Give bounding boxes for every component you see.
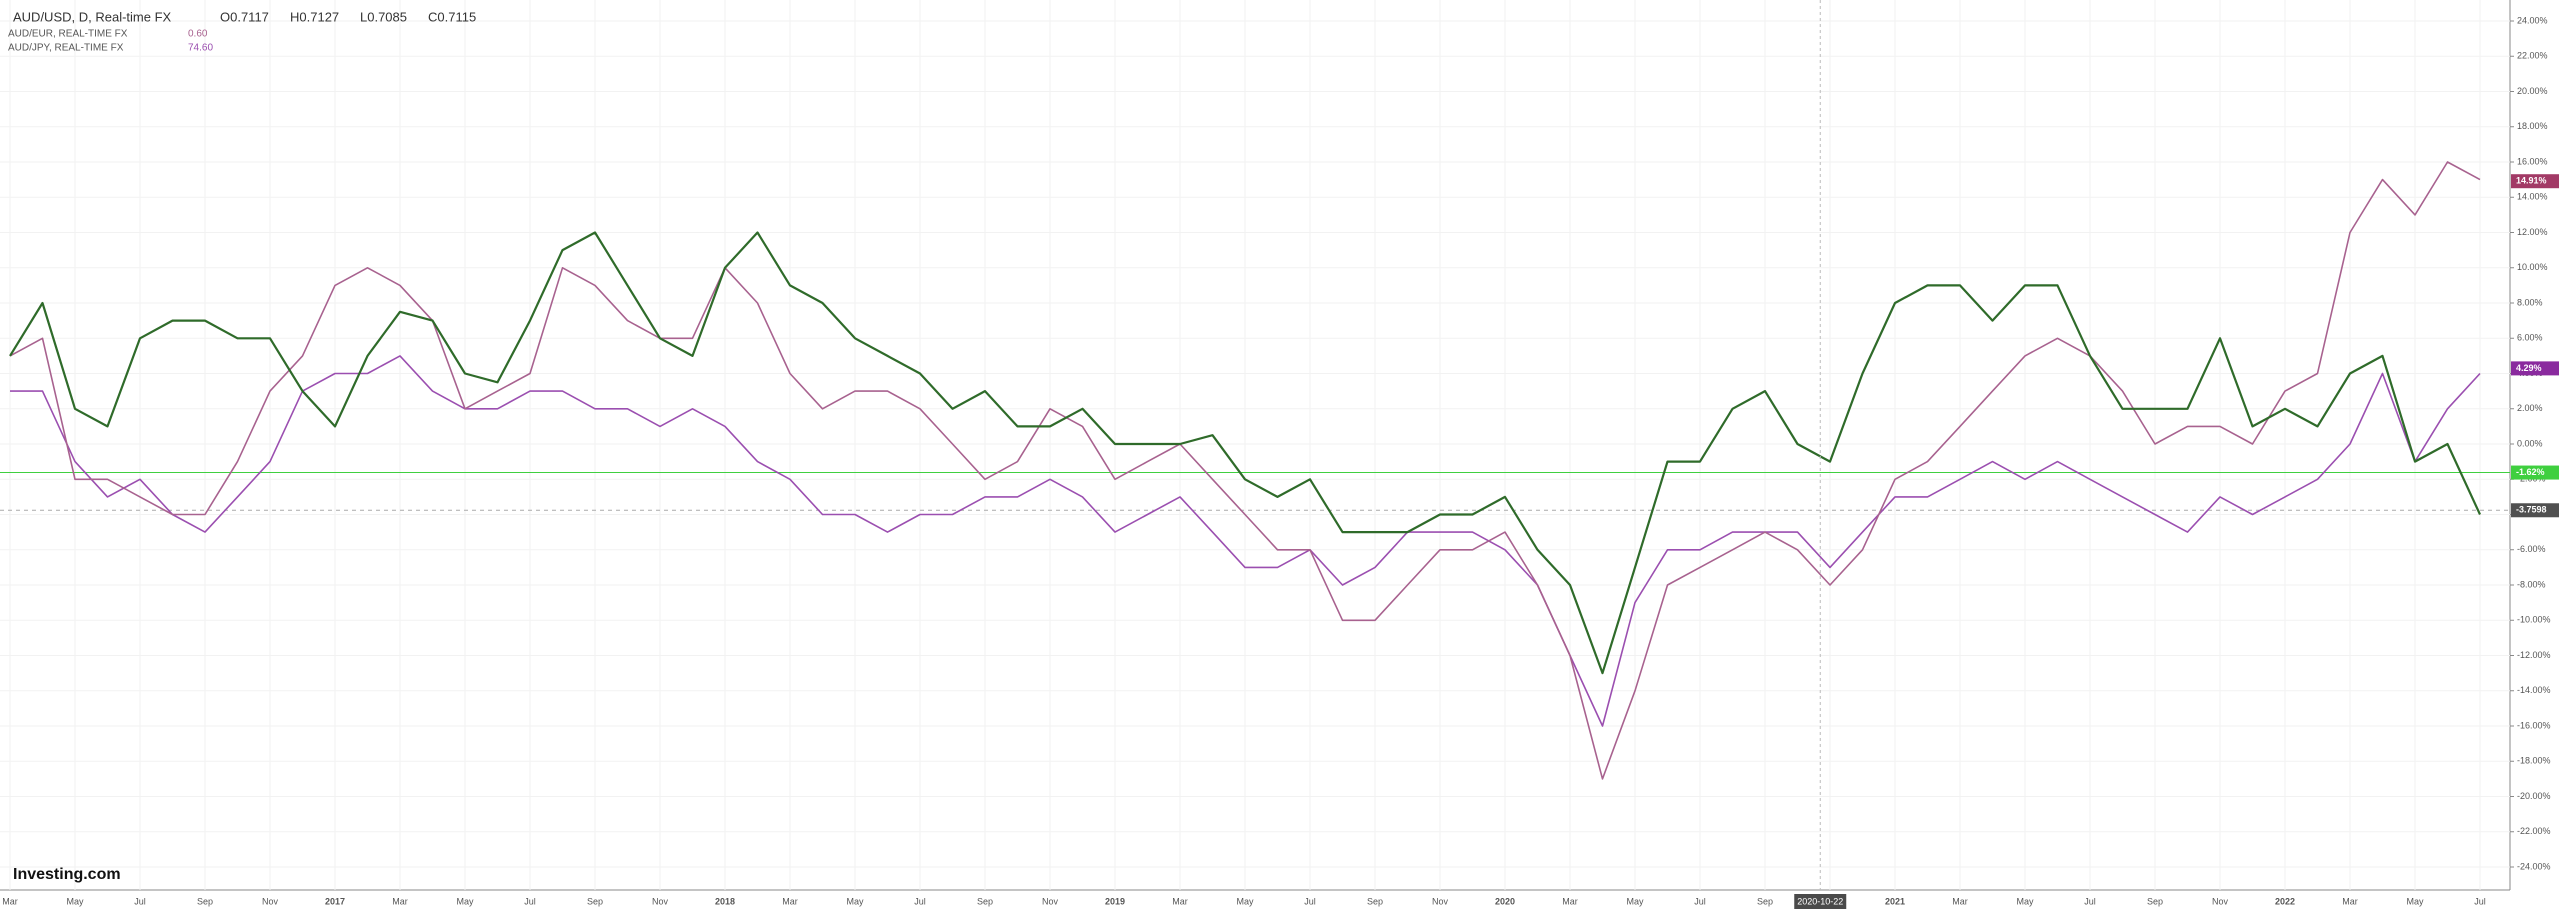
x-tick-label: Jul bbox=[914, 896, 926, 906]
x-tick-label: Jul bbox=[2084, 896, 2096, 906]
ohlc-close: C0.7115 bbox=[428, 9, 476, 24]
x-tick-label: Sep bbox=[197, 896, 213, 906]
x-tick-label: Mar bbox=[782, 896, 798, 906]
crosshair-label: 2020-10-22 bbox=[1797, 896, 1843, 906]
ohlc-open: O0.7117 bbox=[220, 9, 269, 24]
x-tick-label: Jul bbox=[1304, 896, 1316, 906]
x-tick-label: 2022 bbox=[2275, 896, 2295, 906]
x-tick-label: Nov bbox=[262, 896, 279, 906]
logo: Investing.com bbox=[13, 866, 121, 883]
x-tick-label: Nov bbox=[1432, 896, 1449, 906]
x-tick-label: 2019 bbox=[1105, 896, 1125, 906]
x-tick-label: Nov bbox=[652, 896, 669, 906]
y-tick-label: 16.00% bbox=[2517, 156, 2548, 166]
series-line bbox=[9, 161, 2481, 780]
x-tick-label: Sep bbox=[1367, 896, 1383, 906]
series-line bbox=[10, 355, 2481, 727]
y-tick-label: 6.00% bbox=[2517, 333, 2543, 343]
x-tick-label: Sep bbox=[587, 896, 603, 906]
y-tick-label: 12.00% bbox=[2517, 227, 2548, 237]
x-tick-label: 2020 bbox=[1495, 896, 1515, 906]
y-tick-label: 2.00% bbox=[2517, 403, 2543, 413]
price-label-bg bbox=[2511, 361, 2559, 376]
y-tick-label: -8.00% bbox=[2517, 579, 2546, 589]
x-tick-label: Mar bbox=[1952, 896, 1968, 906]
series-quote: 0.60 bbox=[188, 29, 208, 40]
price-label: 4.29% bbox=[2516, 363, 2542, 373]
x-tick-label: Mar bbox=[392, 896, 408, 906]
x-tick-label: Mar bbox=[1172, 896, 1188, 906]
y-tick-label: 22.00% bbox=[2517, 51, 2548, 61]
series-legend: AUD/JPY, REAL-TIME FX bbox=[8, 43, 124, 54]
y-tick-label: 0.00% bbox=[2517, 438, 2543, 448]
y-tick-label: -24.00% bbox=[2517, 861, 2551, 871]
price-label-bg bbox=[2511, 465, 2559, 480]
x-tick-label: 2017 bbox=[325, 896, 345, 906]
crosshair-label-bg bbox=[1794, 894, 1847, 909]
x-tick-label: Sep bbox=[2147, 896, 2163, 906]
y-tick-label: 24.00% bbox=[2517, 15, 2548, 25]
series-legend: AUD/USD, D, Real-time FX bbox=[13, 9, 172, 24]
x-tick-label: 2021 bbox=[1885, 896, 1905, 906]
y-tick-label: 18.00% bbox=[2517, 121, 2548, 131]
ohlc-high: H0.7127 bbox=[290, 9, 339, 24]
x-tick-label: May bbox=[1626, 896, 1644, 906]
x-tick-label: May bbox=[2016, 896, 2034, 906]
x-tick-label: May bbox=[66, 896, 84, 906]
y-tick-label: 8.00% bbox=[2517, 297, 2543, 307]
plot bbox=[0, 0, 2510, 890]
price-label: -1.62% bbox=[2516, 467, 2545, 477]
y-tick-label: -12.00% bbox=[2517, 650, 2551, 660]
price-label: 14.91% bbox=[2516, 176, 2547, 186]
y-tick-label: -16.00% bbox=[2517, 720, 2551, 730]
x-tick-label: May bbox=[456, 896, 474, 906]
x-tick-label: May bbox=[846, 896, 864, 906]
y-tick-label: 20.00% bbox=[2517, 86, 2548, 96]
x-tick-label: Jul bbox=[134, 896, 146, 906]
series-line bbox=[9, 231, 2481, 675]
x-tick-label: Sep bbox=[1757, 896, 1773, 906]
y-tick-label: -6.00% bbox=[2517, 544, 2546, 554]
y-tick-label: -20.00% bbox=[2517, 791, 2551, 801]
series-legend: AUD/EUR, REAL-TIME FX bbox=[8, 29, 128, 40]
x-tick-label: Nov bbox=[1042, 896, 1059, 906]
x-tick-label: Mar bbox=[2342, 896, 2358, 906]
x-tick-label: Jul bbox=[524, 896, 536, 906]
y-tick-label: -18.00% bbox=[2517, 756, 2551, 766]
y-tick-label: -22.00% bbox=[2517, 826, 2551, 836]
x-tick-label: Sep bbox=[977, 896, 993, 906]
price-label-bg bbox=[2511, 503, 2559, 518]
y-tick-label: 10.00% bbox=[2517, 262, 2548, 272]
x-tick-label: 2018 bbox=[715, 896, 735, 906]
x-tick-label: Mar bbox=[1562, 896, 1578, 906]
y-tick-label: 14.00% bbox=[2517, 192, 2548, 202]
price-label: -3.7598 bbox=[2516, 505, 2547, 515]
series-quote: 74.60 bbox=[188, 43, 213, 54]
y-tick-label: -14.00% bbox=[2517, 685, 2551, 695]
ohlc-low: L0.7085 bbox=[360, 9, 407, 24]
x-tick-label: Jul bbox=[1694, 896, 1706, 906]
x-tick-label: May bbox=[2406, 896, 2424, 906]
x-tick-label: Mar bbox=[2, 896, 18, 906]
x-tick-label: Jul bbox=[2474, 896, 2486, 906]
y-tick-label: -10.00% bbox=[2517, 615, 2551, 625]
price-label-bg bbox=[2511, 174, 2559, 189]
x-tick-label: Nov bbox=[2212, 896, 2229, 906]
x-tick-label: May bbox=[1236, 896, 1254, 906]
